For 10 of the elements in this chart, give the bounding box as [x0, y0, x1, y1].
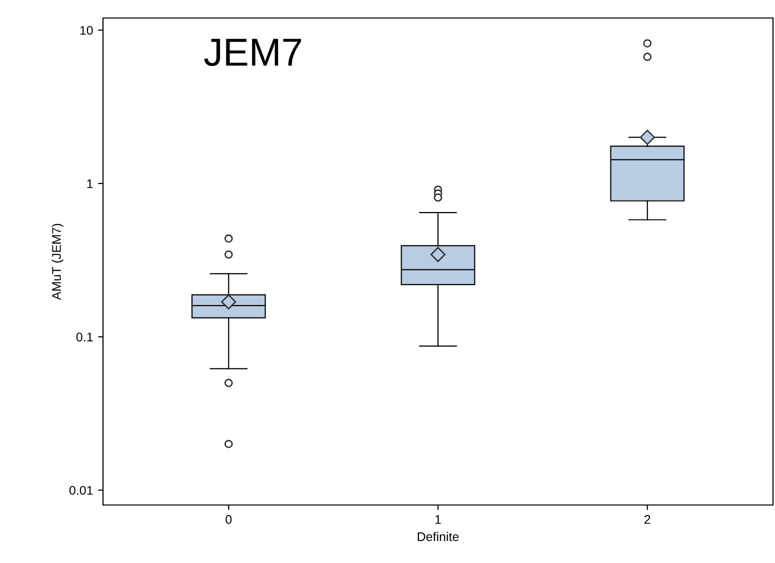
- x-tick-label: 2: [644, 515, 650, 524]
- x-tick-label: 0: [226, 515, 232, 524]
- y-tick-label: 0.1: [76, 332, 93, 342]
- y-tick-label: 10: [80, 26, 93, 35]
- x-axis-title: Definite: [418, 532, 459, 542]
- y-axis-title: AMuT (JEM7): [52, 224, 64, 300]
- y-tick-label: 1: [87, 179, 93, 188]
- x-tick-label: 1: [435, 515, 441, 524]
- y-tick-label: 0.01: [69, 486, 93, 495]
- chart-title: JEM7: [204, 38, 301, 66]
